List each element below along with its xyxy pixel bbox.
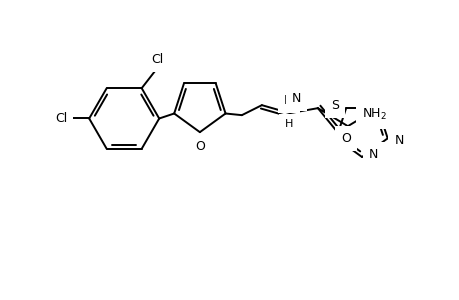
Text: O: O [195, 140, 204, 153]
Text: S: S [330, 99, 338, 112]
Text: Cl: Cl [151, 53, 163, 66]
Text: O: O [340, 132, 350, 145]
Text: N: N [284, 94, 293, 107]
Text: H: H [284, 119, 292, 129]
Text: N: N [291, 92, 301, 105]
Text: N: N [368, 148, 378, 161]
Text: N: N [394, 134, 403, 147]
Text: Cl: Cl [55, 112, 67, 125]
Text: NH$_2$: NH$_2$ [362, 107, 386, 122]
